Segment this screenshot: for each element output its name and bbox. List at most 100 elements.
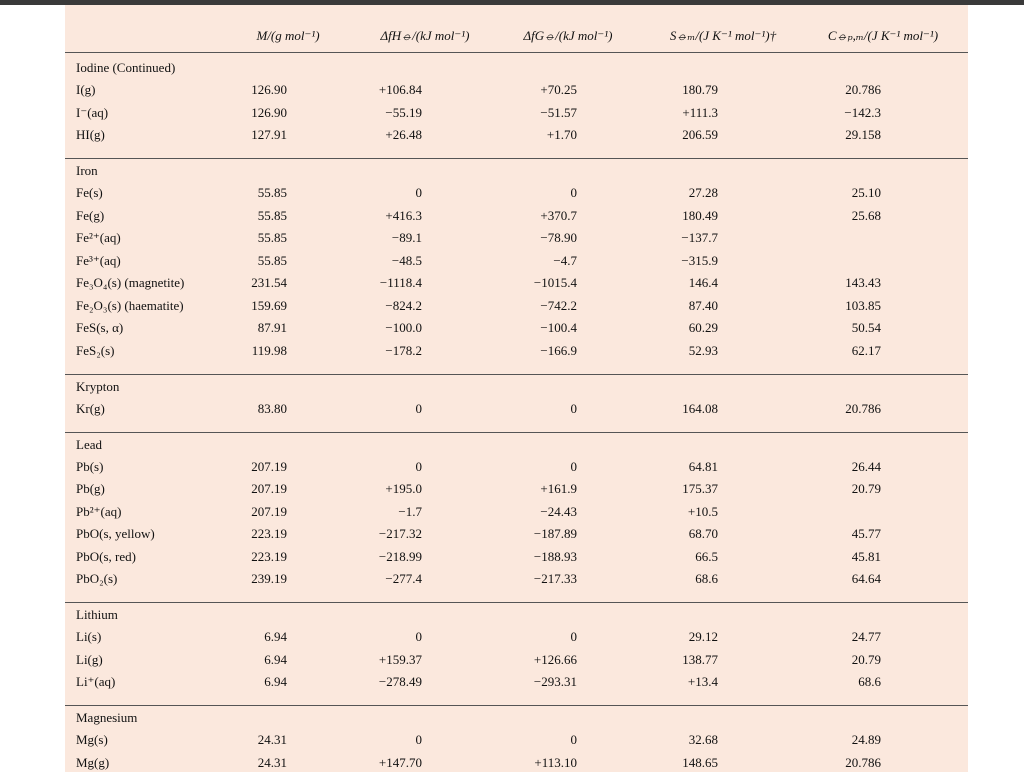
cell-value: 148.65 [682, 754, 718, 770]
row-label: Mg(g) [76, 754, 110, 770]
column-header: M/(g mol⁻¹) [256, 28, 320, 43]
column-header: C⦵ₚ,ₘ/(J K⁻¹ mol⁻¹) [827, 28, 939, 43]
cell-value: −217.33 [533, 571, 577, 586]
cell-value: −24.43 [540, 503, 577, 519]
cell-value: 103.85 [845, 297, 881, 313]
cell-value: +26.48 [385, 127, 422, 142]
row-label: Fe₂O₃(s) (haematite) [76, 297, 184, 313]
cell-value: 55.85 [257, 207, 287, 223]
cell-value: 26.44 [851, 458, 881, 474]
cell-value: 20.786 [845, 82, 881, 97]
cell-value: −142.3 [844, 104, 881, 120]
cell-value: 0 [415, 458, 423, 474]
cell-value: 0 [570, 400, 578, 416]
row-label: I⁻(aq) [76, 104, 109, 120]
cell-value: 0 [570, 185, 578, 200]
cell-value: 24.77 [851, 629, 881, 644]
cell-value: 164.08 [682, 400, 718, 416]
row-label: Fe₃O₄(s) (magnetite) [76, 275, 185, 290]
cell-value: 223.19 [251, 548, 287, 564]
cell-value: 55.85 [257, 185, 287, 200]
cell-value: +106.84 [378, 82, 422, 97]
row-label: Pb(g) [76, 481, 105, 496]
row-label: I(g) [76, 82, 96, 97]
cell-value: 50.54 [851, 320, 881, 335]
row-label: PbO₂(s) [76, 571, 118, 586]
cell-value: −1118.4 [379, 275, 422, 290]
cell-value: 0 [570, 732, 578, 747]
cell-value: 25.68 [851, 207, 881, 223]
row-label: Pb²⁺(aq) [76, 503, 122, 519]
cell-value: −188.93 [533, 548, 577, 564]
cell-value: +1.70 [546, 127, 577, 142]
row-label: Pb(s) [76, 458, 104, 474]
cell-value: 55.85 [257, 230, 287, 245]
cell-value: 29.158 [845, 127, 881, 142]
cell-value: 207.19 [251, 481, 287, 496]
cell-value: −217.32 [378, 526, 422, 541]
group-rule [65, 602, 968, 603]
cell-value: 20.786 [845, 400, 881, 416]
group-title: Iodine (Continued) [76, 60, 176, 75]
cell-value: 207.19 [251, 503, 287, 519]
cell-value: 0 [415, 400, 423, 416]
cell-value: 6.94 [264, 651, 287, 667]
cell-value: 126.90 [251, 104, 287, 120]
cell-value: 68.6 [695, 571, 718, 586]
group-rule [65, 373, 968, 375]
cell-value: +416.3 [385, 207, 422, 223]
cell-value: +161.9 [540, 481, 577, 496]
cell-value: −137.7 [681, 230, 718, 245]
column-header: ΔfH⦵/(kJ mol⁻¹) [380, 28, 470, 43]
header-rule [65, 52, 968, 53]
row-label: Li(g) [76, 651, 103, 667]
cell-value: +13.4 [687, 674, 718, 689]
row-label: HI(g) [76, 127, 105, 142]
cell-value: −4.7 [553, 252, 577, 268]
cell-value: 87.40 [688, 297, 718, 313]
group-title: Lead [76, 436, 102, 452]
cell-value: 207.19 [251, 458, 287, 474]
cell-value: 68.70 [688, 526, 718, 541]
cell-value: 126.90 [251, 82, 287, 97]
row-label: FeS₂(s) [76, 342, 115, 358]
cell-value: −78.90 [540, 230, 577, 245]
cell-value: −100.0 [385, 320, 422, 335]
cell-value: −824.2 [385, 297, 422, 313]
group-title: Iron [76, 163, 98, 178]
cell-value: 143.43 [845, 275, 881, 290]
group-rule [65, 705, 968, 706]
cell-value: 138.77 [682, 651, 718, 667]
cell-value: 32.68 [688, 732, 718, 747]
cell-value: 0 [415, 629, 423, 644]
cell-value: 20.786 [845, 754, 881, 770]
row-label: PbO(s, yellow) [76, 526, 155, 541]
cell-value: 83.80 [257, 400, 287, 416]
cell-value: −51.57 [540, 104, 577, 120]
cell-value: 87.91 [257, 320, 287, 335]
cell-value: −1.7 [398, 503, 422, 519]
cell-value: 20.79 [851, 651, 881, 667]
cell-value: 25.10 [851, 185, 881, 200]
cell-value: +111.3 [682, 104, 718, 120]
column-header: ΔfG⦵/(kJ mol⁻¹) [523, 28, 613, 43]
row-label: Mg(s) [76, 732, 108, 747]
cell-value: +159.37 [378, 651, 422, 667]
column-header: S⦵ₘ/(J K⁻¹ mol⁻¹)† [669, 28, 777, 43]
row-label: Fe(g) [76, 207, 105, 223]
cell-value: −100.4 [540, 320, 577, 335]
row-label: Kr(g) [76, 400, 105, 416]
cell-value: 20.79 [851, 481, 881, 496]
cell-value: −218.99 [378, 548, 422, 564]
cell-value: 206.59 [682, 127, 718, 142]
cell-value: +10.5 [687, 503, 718, 519]
cell-value: −315.9 [681, 252, 718, 268]
cell-value: 146.4 [688, 275, 718, 290]
row-label: Li⁺(aq) [76, 674, 116, 689]
cell-value: 24.89 [851, 732, 881, 747]
cell-value: 52.93 [688, 342, 718, 358]
cell-value: 29.12 [688, 629, 718, 644]
cell-value: 45.81 [851, 548, 881, 564]
top-border [0, 0, 1024, 5]
